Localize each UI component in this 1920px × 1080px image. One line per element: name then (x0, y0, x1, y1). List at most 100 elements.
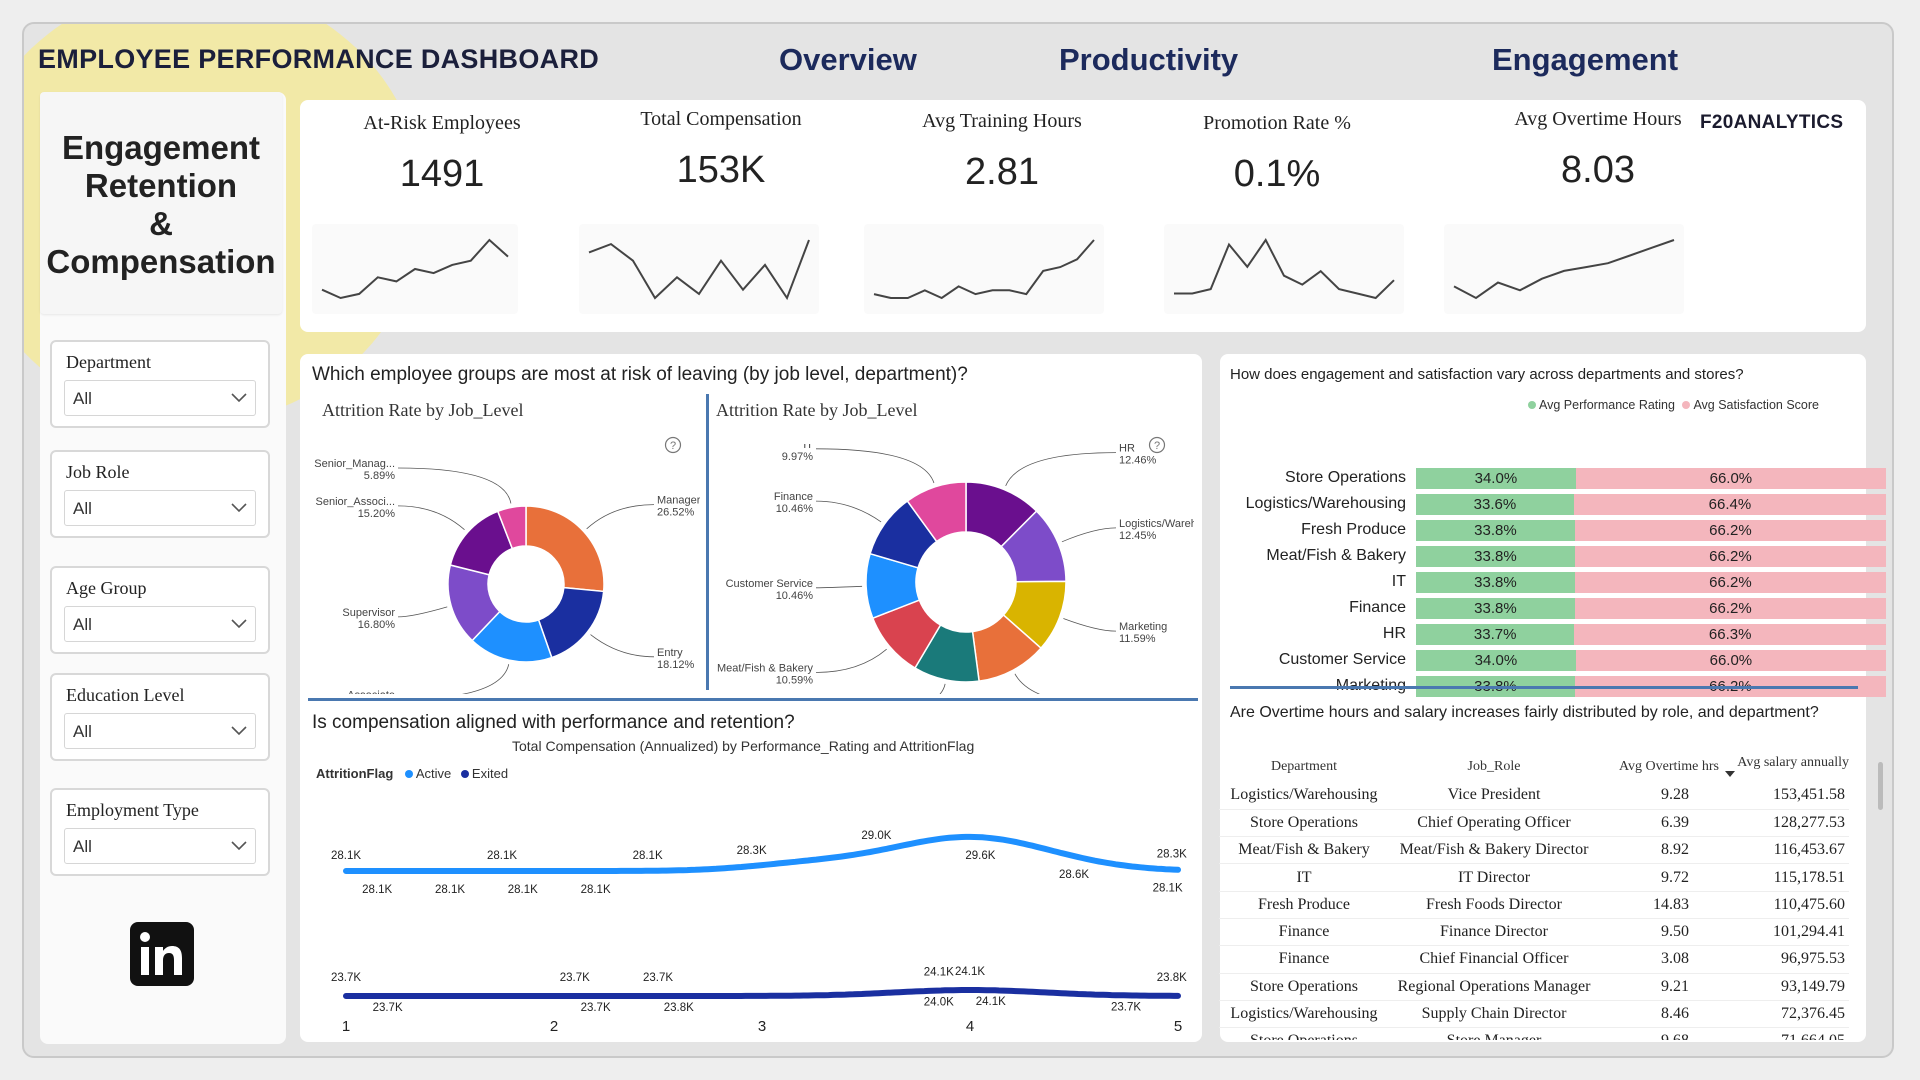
cell-job-role: Meat/Fish & Bakery Director (1389, 836, 1599, 865)
cell-salary: 71,664.05 (1719, 1027, 1849, 1040)
table-row[interactable]: IT IT Director 9.72 115,178.51 (1219, 863, 1849, 892)
legend-label: Exited (471, 766, 509, 781)
overtime-table-viewport[interactable]: Department Job_Role Avg Overtime hrs Avg… (1219, 752, 1884, 1040)
performance-bar[interactable]: 33.6% (1416, 494, 1574, 515)
sidebar-title: Engagement Retention & Compensation (40, 92, 282, 314)
select-value: All (73, 499, 92, 518)
table-row[interactable]: Logistics/Warehousing Supply Chain Direct… (1219, 1000, 1849, 1029)
performance-bar[interactable]: 33.8% (1416, 598, 1575, 619)
filter-label: Department (66, 352, 151, 372)
select-value: All (73, 389, 92, 408)
age-group-select[interactable]: All (64, 606, 256, 642)
nav-engagement[interactable]: Engagement (1492, 42, 1679, 77)
sparkline-at-risk (312, 224, 518, 314)
legend-item-exited[interactable]: Exited (460, 766, 509, 781)
satisfaction-bar[interactable]: 66.2% (1574, 520, 1886, 541)
table-row[interactable]: Store Operations Chief Operating Officer 6… (1219, 809, 1849, 838)
satisfaction-bar[interactable]: 66.3% (1574, 624, 1886, 645)
cell-salary: 110,475.60 (1719, 891, 1849, 919)
satisfaction-bar[interactable]: 66.2% (1574, 572, 1886, 593)
donut-value-label: 10.59% (776, 674, 814, 686)
help-icon[interactable]: ? (1148, 436, 1166, 454)
donut-value-label: 12.45% (1119, 530, 1157, 542)
chart-divider (706, 394, 709, 690)
svg-text:?: ? (1154, 440, 1160, 452)
table-row[interactable]: Meat/Fish & Bakery Meat/Fish & Bakery Dir… (1219, 836, 1849, 865)
cell-salary: 93,149.79 (1719, 973, 1849, 1001)
help-icon[interactable]: ? (664, 436, 682, 454)
col-header-department[interactable]: Department (1270, 759, 1338, 774)
performance-bar[interactable]: 34.0% (1416, 468, 1576, 489)
exited-series-line[interactable] (343, 987, 1181, 999)
linkedin-icon[interactable] (130, 922, 194, 986)
col-header-job-role[interactable]: Job_Role (1467, 759, 1521, 774)
cell-department: Meat/Fish & Bakery (1219, 836, 1389, 865)
donut-slice[interactable] (525, 505, 605, 593)
table-row[interactable]: Store OperationsStore Manager9.6871,664.… (1219, 1027, 1849, 1040)
table-scrollbar[interactable] (1878, 762, 1883, 810)
donut-label: Manager (657, 495, 700, 507)
col-header-salary[interactable]: Avg salary annually (1719, 752, 1849, 782)
performance-bar[interactable]: 34.0% (1416, 650, 1576, 671)
cell-job-role: Supply Chain Director (1389, 1000, 1599, 1029)
legend-item-performance[interactable]: Avg Performance Rating (1528, 398, 1675, 412)
legend-item-satisfaction[interactable]: Avg Satisfaction Score (1682, 398, 1819, 412)
satisfaction-bar[interactable]: 66.0% (1575, 468, 1886, 489)
filter-employment-type: Employment Type All (50, 788, 270, 876)
employment-type-select[interactable]: All (64, 828, 256, 864)
performance-bar[interactable]: 33.8% (1416, 520, 1575, 541)
sparkline-avg-training (864, 224, 1104, 314)
donut-slice[interactable] (496, 505, 527, 550)
donut-slice[interactable] (906, 481, 967, 543)
education-level-select[interactable]: All (64, 713, 256, 749)
satisfaction-bar[interactable]: 66.4% (1573, 494, 1886, 515)
x-tick-label: 5 (1174, 1018, 1182, 1035)
satisfaction-bar[interactable]: 66.2% (1574, 546, 1886, 567)
performance-bar[interactable]: 33.7% (1416, 624, 1575, 645)
performance-bar[interactable]: 33.8% (1416, 546, 1575, 567)
donut-label: Finance (774, 491, 813, 503)
cell-department: Store Operations (1219, 973, 1389, 1001)
active-data-label: 29.0K (861, 830, 891, 842)
dashboard-title: EMPLOYEE PERFORMANCE DASHBOARD (38, 44, 600, 74)
legend-item-active[interactable]: Active (404, 766, 451, 781)
donut-value-label: 9.97% (782, 451, 813, 463)
kpi-label: At-Risk Employees (363, 112, 521, 134)
performance-bar[interactable]: 33.8% (1416, 572, 1575, 593)
table-row[interactable]: Logistics/Warehousing Vice President 9.28 1… (1219, 782, 1849, 810)
satisfaction-bar[interactable]: 66.2% (1574, 598, 1886, 619)
donut-value-label: 12.46% (1119, 455, 1157, 467)
leader-line (1005, 452, 1117, 487)
leader-line (815, 500, 882, 523)
filter-label: Job Role (66, 462, 130, 482)
donut-value-label: 18.12% (657, 659, 695, 671)
nav-productivity[interactable]: Productivity (1059, 42, 1239, 77)
engagement-legend: Avg Performance Rating Avg Satisfaction … (1528, 398, 1819, 412)
donut-label: Marketing (1119, 621, 1167, 633)
attrition-question: Which employee groups are most at risk o… (312, 364, 968, 385)
legend-label: Avg Performance Rating (1539, 398, 1675, 412)
sparkline-total-compensation (579, 224, 819, 314)
leader-line (815, 648, 887, 673)
satisfaction-bar[interactable]: 66.0% (1575, 650, 1886, 671)
donut-value-label: 16.80% (358, 619, 396, 631)
job-role-select[interactable]: All (64, 490, 256, 526)
department-select[interactable]: All (64, 380, 256, 416)
table-row[interactable]: Finance Finance Director 9.50 101,294.41 (1219, 918, 1849, 947)
kpi-promotion-rate: Promotion Rate % 0.1% (1171, 102, 1383, 196)
cell-salary: 128,277.53 (1719, 809, 1849, 838)
col-header-overtime[interactable]: Avg Overtime hrs (1618, 759, 1719, 774)
nav-overview[interactable]: Overview (779, 42, 917, 77)
chevron-down-icon (231, 619, 247, 629)
table-row[interactable]: Finance Chief Financial Officer 3.08 96,975… (1219, 945, 1849, 974)
table-row[interactable]: Fresh Produce Fresh Foods Director 14.83 11… (1219, 891, 1849, 919)
chevron-down-icon (231, 841, 247, 851)
donut-label: Customer Service (726, 578, 813, 590)
cell-overtime: 9.68 (1599, 1027, 1719, 1040)
table-row[interactable]: Store Operations Regional Operations Mana… (1219, 973, 1849, 1001)
active-series-line[interactable] (343, 833, 1181, 874)
cell-salary: 96,975.53 (1719, 945, 1849, 974)
sort-desc-icon[interactable] (1725, 771, 1735, 779)
exited-data-label: 23.7K (643, 972, 673, 984)
